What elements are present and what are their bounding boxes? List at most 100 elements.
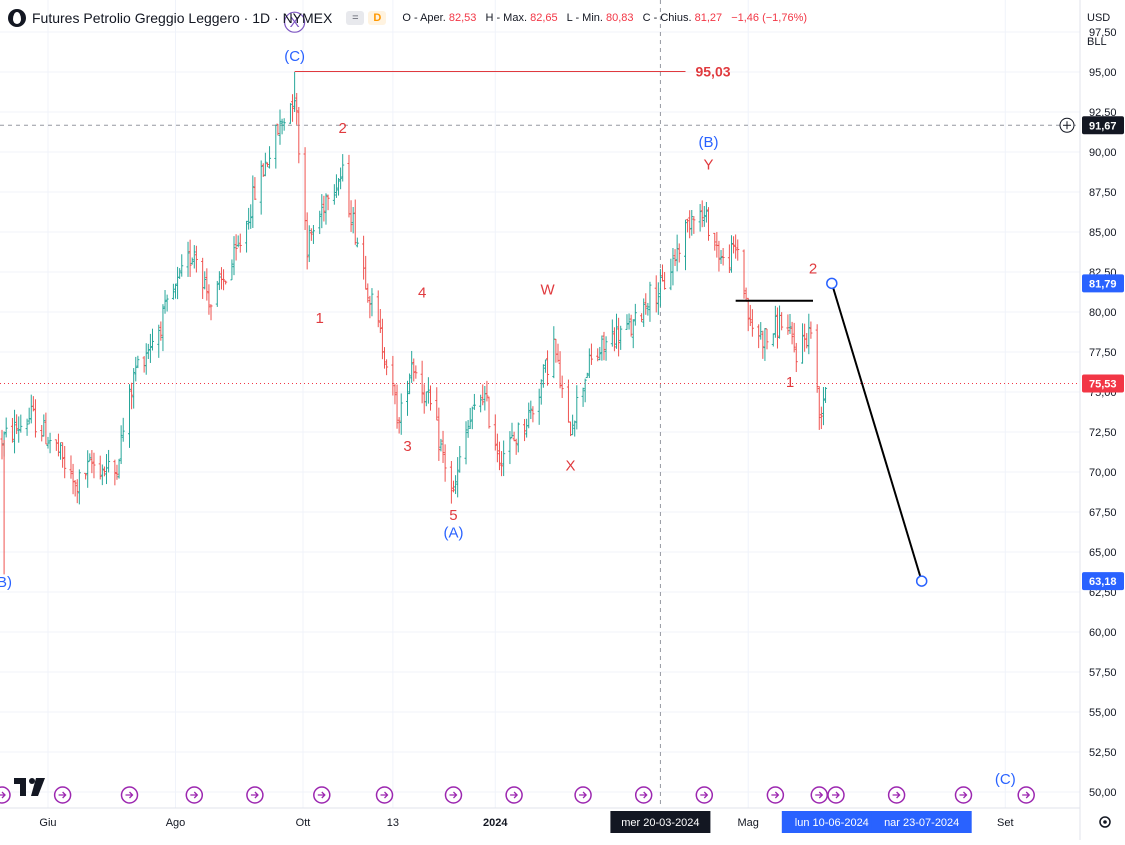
projection-start-handle[interactable] [826,277,838,290]
ohlc-bar [173,283,177,299]
ohlc-bar [656,282,660,315]
ohlc-bar [466,420,470,438]
ohlc-bar [481,384,485,406]
event-marker-icon[interactable] [827,786,845,804]
event-marker-icon[interactable] [634,786,653,804]
ohlc-bar [479,394,483,413]
ohlc-bar [245,220,249,253]
ohlc-bar [675,234,679,272]
ohlc-bar [288,103,292,124]
time-tick-label: 13 [387,817,399,829]
event-marker-icon[interactable] [810,786,829,804]
ohlc-bar [349,200,353,232]
chart-header: Futures Petrolio Greggio Leggero · 1D · … [8,8,807,28]
wave-label: W [540,281,555,298]
ohlc-bar [443,444,447,482]
settings-gear-icon[interactable] [1099,816,1111,828]
event-marker-icon[interactable] [574,786,592,804]
ohlc-bar [543,359,547,373]
ohlc-bar [704,201,708,223]
projection-end-handle[interactable] [915,575,928,587]
ohlc-bar [391,355,395,396]
ohlc-bar [654,275,658,313]
price-label-blue: 63,18 [1082,572,1124,591]
ohlc-bar [128,384,132,448]
ohlc-bar [88,453,92,462]
ohlc-bar [428,385,432,411]
ohlc-bar [334,174,338,198]
wave-label: 1 [786,374,794,391]
ohlc-bar [801,323,805,364]
price-tick-label: 70,00 [1089,467,1117,479]
ohlc-bar [500,451,504,477]
ohlc-bar [600,335,604,361]
ohlc-bar [4,417,8,438]
event-marker-icon[interactable] [887,786,906,804]
ohlc-bar [121,417,125,442]
delayed-badge[interactable]: D [368,11,387,25]
event-marker-icon[interactable] [120,786,139,804]
ohlc-bar [717,240,721,272]
ohlc-bar [222,269,226,291]
ohlc-bar [729,235,733,273]
ohlc-change: −1,46 (−1,76%) [731,12,808,24]
currency-selector[interactable]: USD [1087,12,1111,24]
price-tick-label: 95,00 [1089,67,1117,79]
ohlc-bar [157,324,161,358]
ohlc-bar [33,399,37,438]
event-marker-icon[interactable] [53,786,72,804]
wave-label: 2 [339,120,347,137]
event-marker-icon[interactable] [766,786,785,804]
ohlc-bar [732,236,736,254]
unit-selector[interactable]: BLL [1087,36,1107,48]
ohlc-bar [610,319,614,347]
price-tick-label: 77,50 [1089,347,1117,359]
ohlc-bar [311,224,315,244]
event-marker-icon[interactable] [0,786,11,804]
ohlc-close-label: C - Chius. [642,12,692,24]
ohlc-bar [249,204,253,229]
grid-lines [0,0,1080,808]
event-marker-icon[interactable] [246,786,264,804]
ohlc-bar [700,200,704,228]
event-marker-icon[interactable] [313,786,331,804]
ohlc-bar [238,233,242,253]
ohlc-bar [376,290,380,328]
ohlc-open-value: 82,53 [448,12,477,24]
event-marker-icon[interactable] [695,786,714,804]
ohlc-bar [263,152,267,177]
ohlc-bar [84,472,88,480]
ohlc-bar [178,268,182,280]
ohlc-bar [297,106,301,164]
ohlc-bar [658,268,662,307]
event-marker-icon[interactable] [375,786,394,804]
ohlc-bar [619,325,623,350]
event-marker-icon[interactable] [185,786,204,804]
ohlc-bar [617,317,621,357]
event-marker-icon[interactable] [505,786,523,804]
price-label-red: 75,53 [1082,374,1124,393]
ohlc-bar [385,359,389,376]
price-label-text: 63,18 [1089,576,1117,588]
wave-label: X [290,14,300,31]
symbol-title[interactable]: Futures Petrolio Greggio Leggero · 1D · … [32,10,333,26]
wave-label: 3 [403,438,411,455]
ohlc-bar [161,304,165,352]
ohlc-bar [502,440,506,477]
wave-label: 1 [316,310,324,327]
price-tick-label: 97,50 [1089,27,1117,39]
ohlc-bar [788,314,792,334]
event-marker-icon[interactable] [954,786,973,804]
ohlc-bar [370,288,374,317]
price-tick-label: 50,00 [1089,787,1117,799]
event-marker-icon[interactable] [444,786,463,804]
ohlc-bar [487,396,491,429]
event-marker-icon[interactable] [1017,786,1035,804]
ohlc-bar [61,442,65,468]
equals-badge[interactable]: = [346,11,365,25]
ohlc-bar [748,304,752,327]
ohlc-bar [171,283,175,300]
ohlc-bar [516,422,520,453]
